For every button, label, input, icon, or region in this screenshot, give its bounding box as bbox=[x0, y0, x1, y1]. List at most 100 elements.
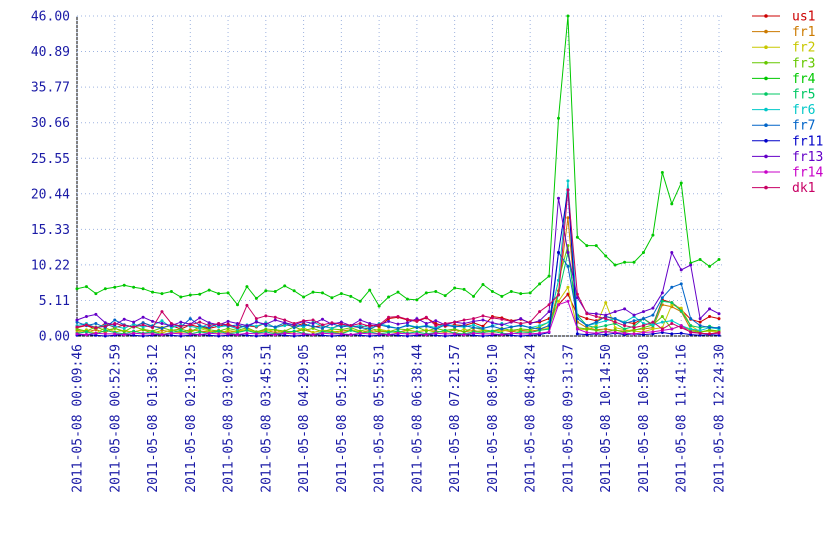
data-point bbox=[424, 324, 428, 328]
data-point bbox=[283, 321, 287, 325]
data-point bbox=[490, 316, 494, 320]
x-tick-label: 2011-05-08 01:36:12 bbox=[146, 344, 161, 493]
data-point bbox=[594, 315, 598, 319]
data-point bbox=[396, 329, 400, 333]
data-point bbox=[443, 294, 447, 298]
data-point bbox=[283, 333, 287, 337]
data-point bbox=[490, 329, 494, 333]
data-point bbox=[472, 317, 476, 321]
data-point bbox=[358, 333, 362, 337]
data-point bbox=[528, 332, 532, 336]
data-point bbox=[75, 318, 79, 322]
data-point bbox=[94, 326, 98, 330]
data-point bbox=[708, 328, 712, 332]
data-point bbox=[84, 333, 88, 337]
x-tick-label: 2011-05-08 10:58:03 bbox=[637, 344, 652, 493]
data-point bbox=[698, 333, 702, 337]
data-point bbox=[169, 326, 173, 330]
legend-label: fr13 bbox=[792, 150, 823, 165]
data-point bbox=[339, 322, 343, 326]
x-tick-label: 2011-05-08 05:12:18 bbox=[335, 344, 350, 493]
data-point bbox=[698, 326, 702, 330]
legend-marker bbox=[764, 29, 768, 34]
data-point bbox=[245, 331, 249, 335]
legend-item: fr5 bbox=[752, 88, 815, 103]
data-point bbox=[415, 317, 419, 321]
data-point bbox=[405, 317, 409, 321]
data-point bbox=[415, 332, 419, 336]
data-point bbox=[641, 310, 645, 314]
data-point bbox=[254, 324, 258, 328]
data-point bbox=[528, 326, 532, 330]
data-point bbox=[387, 319, 391, 323]
data-point bbox=[623, 324, 627, 328]
data-point bbox=[141, 321, 145, 325]
data-point bbox=[679, 282, 683, 286]
data-point bbox=[594, 331, 598, 335]
data-point bbox=[169, 331, 173, 335]
data-point bbox=[254, 334, 258, 338]
data-point bbox=[670, 327, 674, 331]
data-point bbox=[292, 326, 296, 330]
data-point bbox=[538, 319, 542, 323]
data-point bbox=[538, 327, 542, 331]
legend-label: fr7 bbox=[792, 119, 815, 134]
data-point bbox=[405, 321, 409, 325]
data-point bbox=[396, 290, 400, 294]
data-point bbox=[698, 331, 702, 335]
data-point bbox=[113, 285, 117, 289]
data-point bbox=[302, 328, 306, 332]
data-point bbox=[557, 196, 560, 200]
series-line bbox=[76, 198, 720, 327]
data-point bbox=[585, 317, 589, 321]
data-point bbox=[103, 324, 107, 328]
data-point bbox=[481, 334, 485, 338]
data-point bbox=[632, 321, 636, 325]
data-point bbox=[103, 287, 107, 291]
x-tick-label: 2011-05-08 12:24:30 bbox=[713, 344, 728, 493]
series bbox=[75, 14, 721, 308]
legend-marker bbox=[764, 76, 768, 81]
y-tick-label: 46.00 bbox=[31, 10, 70, 25]
data-point bbox=[651, 330, 655, 334]
data-point bbox=[519, 330, 523, 334]
data-point bbox=[443, 328, 447, 332]
data-point bbox=[613, 317, 617, 321]
data-point bbox=[368, 327, 372, 331]
x-tick-label: 2011-05-08 04:29:05 bbox=[297, 344, 312, 493]
data-point bbox=[490, 321, 494, 325]
data-point bbox=[575, 235, 579, 239]
data-point bbox=[585, 327, 589, 331]
data-point bbox=[292, 321, 296, 325]
x-tick-label: 2011-05-08 08:05:10 bbox=[486, 344, 501, 493]
data-point bbox=[509, 331, 513, 335]
data-point bbox=[481, 318, 485, 322]
data-point bbox=[132, 329, 136, 333]
y-tick-label: 30.66 bbox=[31, 116, 70, 131]
data-point bbox=[434, 327, 438, 331]
data-point bbox=[594, 328, 598, 332]
data-point bbox=[311, 331, 315, 335]
data-point bbox=[660, 296, 664, 300]
data-point bbox=[311, 333, 315, 337]
data-point bbox=[84, 323, 88, 327]
data-point bbox=[179, 328, 183, 332]
legend-marker bbox=[764, 139, 768, 143]
data-point bbox=[679, 181, 683, 185]
data-point bbox=[528, 328, 532, 332]
data-point bbox=[708, 264, 712, 268]
data-point bbox=[330, 296, 334, 300]
data-point bbox=[405, 297, 409, 301]
data-point bbox=[566, 216, 570, 220]
data-point bbox=[670, 251, 674, 255]
data-point bbox=[651, 306, 655, 310]
data-point bbox=[84, 285, 88, 289]
data-point bbox=[670, 301, 674, 305]
data-point bbox=[339, 320, 343, 324]
data-point bbox=[217, 332, 221, 336]
data-point bbox=[368, 324, 372, 328]
data-point bbox=[585, 324, 589, 328]
data-point bbox=[500, 294, 504, 298]
data-point bbox=[226, 332, 230, 336]
